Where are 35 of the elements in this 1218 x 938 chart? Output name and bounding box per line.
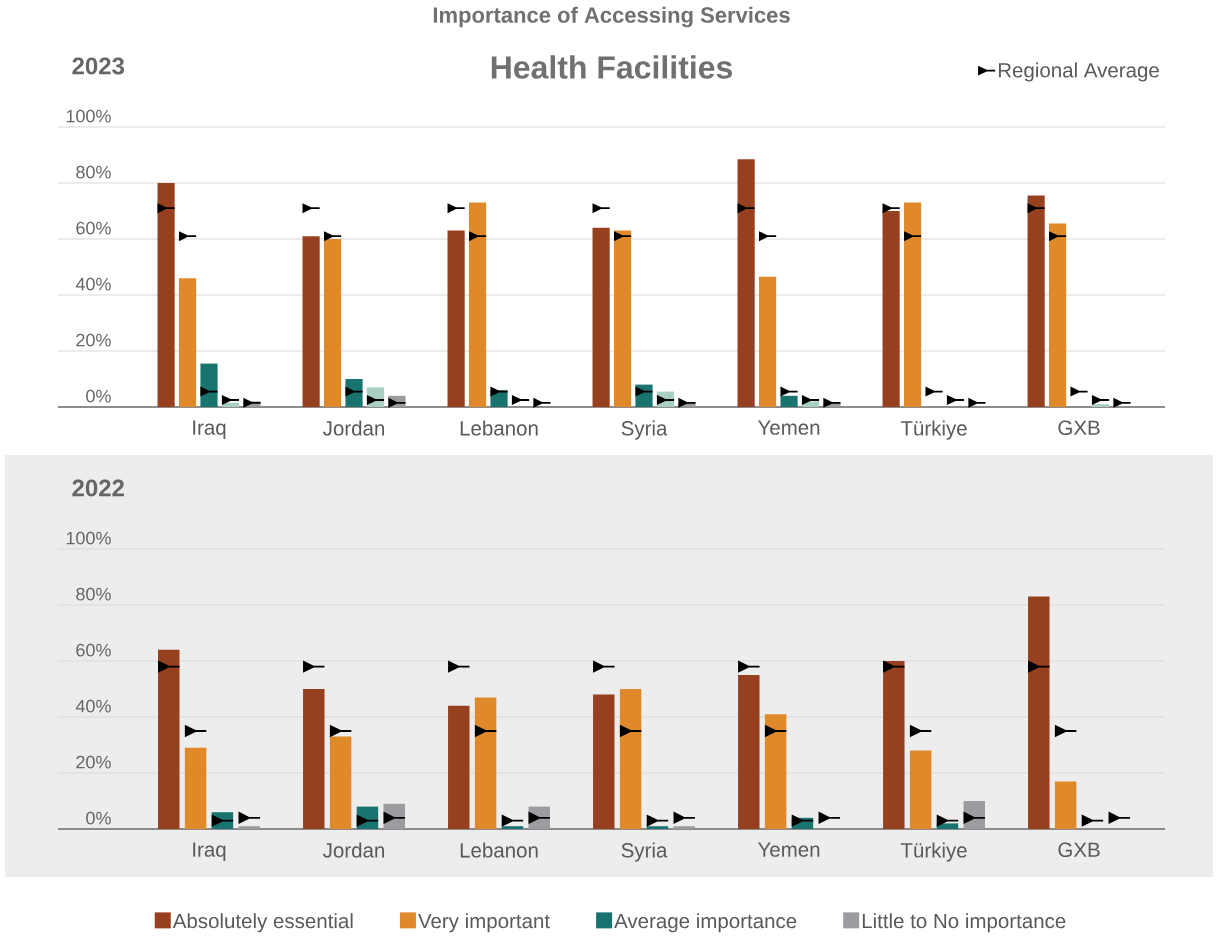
x-tick-label: Türkiye bbox=[900, 420, 967, 440]
x-tick-label: Syria bbox=[621, 420, 668, 440]
y-tick-label: 80% bbox=[76, 165, 111, 179]
chart-subtitle: Health Facilities bbox=[491, 55, 733, 79]
x-tick-label: Yemen bbox=[757, 842, 820, 857]
legend-label: Little to No importance bbox=[862, 913, 1066, 933]
y-tick-label: 100% bbox=[66, 109, 111, 123]
x-tick-label: Jordan bbox=[322, 420, 385, 436]
legend-label: Absolutely essential bbox=[172, 913, 353, 933]
y-tick-label: 20% bbox=[76, 755, 111, 769]
x-tick-label: Lebanon bbox=[460, 842, 538, 858]
y-tick-label: 20% bbox=[76, 333, 111, 347]
x-tick-label: Iraq bbox=[193, 842, 226, 861]
y-tick-label: 100% bbox=[66, 531, 111, 545]
x-tick-label: Yemen bbox=[757, 420, 820, 435]
y-tick-label: 60% bbox=[76, 221, 111, 235]
legend-label: Average importance bbox=[614, 913, 797, 933]
text: 2022 bbox=[72, 479, 124, 497]
y-tick-label: 40% bbox=[75, 699, 111, 713]
x-tick-label: Lebanon bbox=[460, 420, 538, 436]
legend-label: Regional Average bbox=[998, 62, 1159, 82]
x-tick-label: Syria bbox=[621, 842, 668, 862]
y-tick-label: 0% bbox=[86, 389, 111, 403]
text: 2023 bbox=[72, 57, 125, 75]
y-tick-label: 60% bbox=[76, 643, 111, 657]
y-tick-label: 80% bbox=[76, 587, 111, 601]
x-tick-label: GXB bbox=[1058, 842, 1100, 858]
y-tick-label: 40% bbox=[75, 277, 111, 291]
x-tick-label: Türkiye bbox=[900, 842, 967, 862]
x-tick-label: Iraq bbox=[193, 420, 226, 439]
x-tick-label: GXB bbox=[1058, 420, 1100, 436]
legend-label: Very important bbox=[418, 913, 550, 933]
x-tick-label: Jordan bbox=[322, 842, 385, 858]
y-tick-label: 0% bbox=[86, 811, 111, 825]
chart-title: Importance of Accessing Services bbox=[433, 6, 790, 28]
